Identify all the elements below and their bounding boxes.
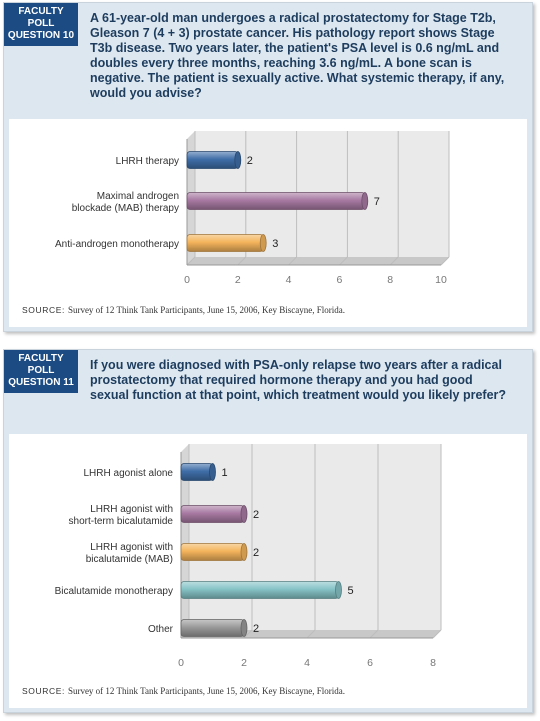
x-tick-label: 10	[435, 274, 447, 286]
x-tick-label: 2	[241, 657, 247, 669]
category-label: Other	[148, 624, 174, 635]
value-label: 2	[253, 547, 259, 559]
value-label: 7	[374, 196, 380, 208]
bar	[180, 543, 245, 561]
value-label: 2	[247, 155, 253, 167]
x-tick-label: 6	[367, 657, 373, 669]
bar-cap	[259, 234, 267, 252]
source-label: SOURCE:	[22, 305, 65, 315]
poll-panel-11: FACULTY POLL QUESTION 11 If you were dia…	[3, 349, 533, 713]
category-label: LHRH agonist with	[90, 504, 173, 515]
x-tick-label: 8	[430, 657, 436, 669]
source-note: SOURCE: Survey of 12 Think Tank Participa…	[22, 686, 345, 696]
bar	[180, 463, 213, 481]
gridline-floor	[186, 256, 196, 266]
gridline-floor	[369, 629, 379, 639]
x-tick-label: 2	[235, 274, 241, 286]
category-label: short-term bicalutamide	[69, 516, 174, 527]
source-text: Survey of 12 Think Tank Participants, Ju…	[67, 686, 345, 696]
gridline-floor	[432, 629, 442, 639]
value-label: 2	[253, 623, 259, 635]
poll-tag-line: POLL	[27, 365, 55, 376]
gridline-floor	[440, 256, 450, 266]
poll-tag: FACULTY POLL QUESTION 11	[4, 350, 78, 393]
x-tick-label: 8	[387, 274, 393, 286]
gridline-floor	[288, 256, 297, 266]
poll-tag-line: FACULTY	[18, 6, 64, 17]
category-label: LHRH agonist alone	[84, 468, 174, 479]
poll-tag-line: QUESTION 10	[7, 30, 75, 41]
bar	[180, 581, 339, 599]
category-label: Maximal androgen	[97, 191, 179, 202]
chart-floor	[187, 257, 449, 265]
bar-cap	[234, 151, 242, 169]
category-label: LHRH therapy	[116, 156, 179, 167]
bar	[180, 619, 245, 637]
value-label: 2	[253, 509, 259, 521]
category-label: LHRH agonist with	[90, 542, 173, 553]
gridline-floor	[339, 256, 348, 266]
source-text: Survey of 12 Think Tank Participants, Ju…	[67, 305, 345, 315]
bar-cap	[240, 619, 248, 637]
gridline-floor	[389, 256, 399, 266]
x-tick-label: 4	[286, 274, 292, 286]
poll-tag-line: POLL	[27, 18, 55, 29]
bar-cap	[335, 581, 342, 599]
bar-chart: 0 2 4 6 8 10 2 LHRH therapy 7 Maximal androgenblo…	[55, 131, 450, 286]
poll-tag: FACULTY POLL QUESTION 10	[4, 3, 78, 46]
poll-panel-10: FACULTY POLL QUESTION 10 A 61-year-old m…	[3, 2, 533, 332]
chart-back-wall	[181, 444, 441, 638]
source-note: SOURCE: Survey of 12 Think Tank Participa…	[22, 305, 345, 315]
gridline-floor	[306, 629, 316, 639]
category-label: bicalutamide (MAB)	[86, 554, 173, 565]
x-tick-label: 0	[178, 657, 184, 669]
bar	[180, 505, 245, 523]
chart-area: 0 2 4 6 8 10 2 LHRH therapy 7 Maximal androgen blo…	[9, 119, 527, 327]
bar	[186, 151, 239, 169]
chart-area: 0 2 4 6 8 1 LHRH agonist alone 2 LHRH agonist wi…	[9, 434, 527, 708]
x-tick-label: 6	[336, 274, 342, 286]
category-label: Anti-androgen monotherapy	[55, 239, 179, 250]
source-label: SOURCE:	[22, 686, 65, 696]
bar-cap	[361, 192, 369, 210]
x-tick-label: 4	[304, 657, 310, 669]
bar-chart: 0 2 4 6 8 1 LHRH agonist alone 2 LHRH agonist wi…	[55, 444, 442, 669]
poll-tag-line: QUESTION 11	[8, 377, 74, 388]
category-label: blockade (MAB) therapy	[72, 203, 179, 214]
bar	[186, 192, 366, 210]
x-tick-label: 0	[184, 274, 190, 286]
value-label: 5	[348, 585, 354, 597]
bar	[186, 234, 264, 252]
poll-question: A 61-year-old man undergoes a radical pr…	[90, 11, 505, 100]
poll-question: If you were diagnosed with PSA-only rela…	[90, 358, 507, 402]
bar-cap	[240, 505, 248, 523]
bar-cap	[209, 463, 216, 481]
gridline-floor	[237, 256, 247, 266]
category-label: Bicalutamide monotherapy	[55, 586, 173, 597]
gridline-floor	[243, 629, 253, 639]
bar-cap	[240, 543, 248, 561]
value-label: 3	[272, 238, 278, 250]
value-label: 1	[222, 467, 228, 479]
poll-tag-line: FACULTY	[18, 353, 64, 364]
